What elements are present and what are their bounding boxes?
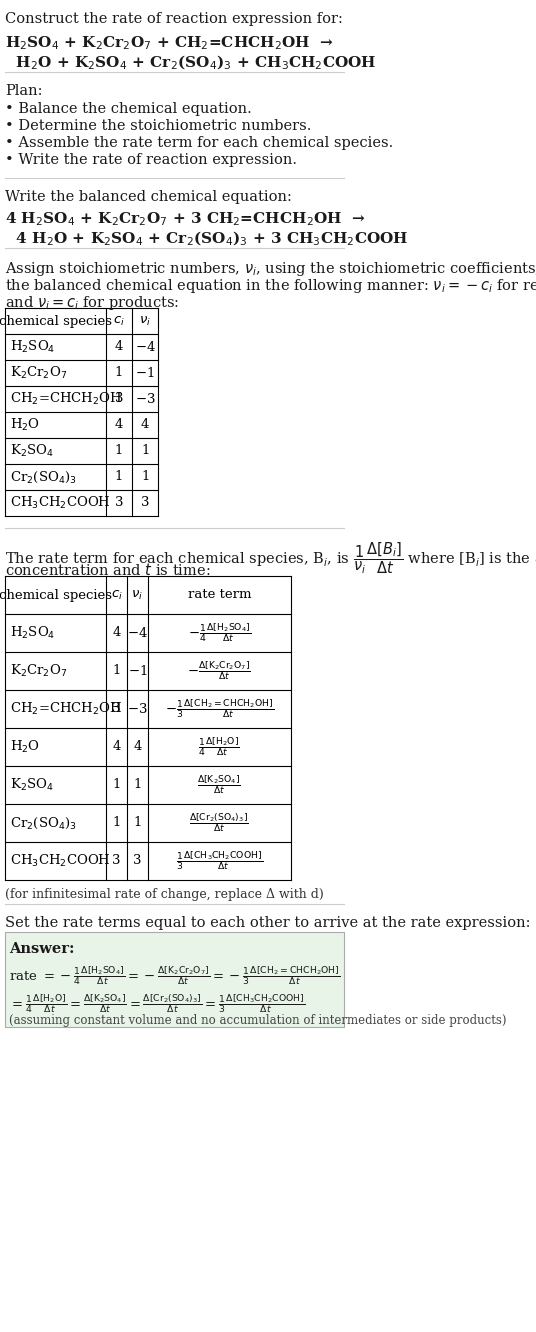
Text: Set the rate terms equal to each other to arrive at the rate expression:: Set the rate terms equal to each other t… (5, 916, 531, 930)
Text: 1: 1 (115, 470, 123, 484)
Text: $\frac{\Delta[\mathrm{Cr_2(SO_4)_3}]}{\Delta t}$: $\frac{\Delta[\mathrm{Cr_2(SO_4)_3}]}{\D… (190, 811, 249, 834)
Text: Construct the rate of reaction expression for:: Construct the rate of reaction expressio… (5, 12, 343, 27)
Text: H$_2$SO$_4$: H$_2$SO$_4$ (10, 338, 56, 356)
Text: $\nu_i$: $\nu_i$ (139, 314, 151, 328)
Text: $\nu_i$: $\nu_i$ (131, 589, 143, 602)
Text: • Balance the chemical equation.: • Balance the chemical equation. (5, 103, 252, 116)
Text: H$_2$O + K$_2$SO$_4$ + Cr$_2$(SO$_4$)$_3$ + CH$_3$CH$_2$COOH: H$_2$O + K$_2$SO$_4$ + Cr$_2$(SO$_4$)$_3… (5, 55, 377, 72)
Text: 1: 1 (141, 470, 150, 484)
Text: $-\frac{\Delta[\mathrm{K_2Cr_2O_7}]}{\Delta t}$: $-\frac{\Delta[\mathrm{K_2Cr_2O_7}]}{\De… (188, 659, 251, 682)
Text: H$_2$SO$_4$ + K$_2$Cr$_2$O$_7$ + CH$_2$=CHCH$_2$OH  →: H$_2$SO$_4$ + K$_2$Cr$_2$O$_7$ + CH$_2$=… (5, 35, 334, 52)
Text: K$_2$SO$_4$: K$_2$SO$_4$ (10, 444, 54, 460)
Text: (for infinitesimal rate of change, replace Δ with d): (for infinitesimal rate of change, repla… (5, 888, 324, 900)
Text: $-\frac{1}{3}\frac{\Delta[\mathrm{CH_2{=}CHCH_2OH}]}{\Delta t}$: $-\frac{1}{3}\frac{\Delta[\mathrm{CH_2{=… (165, 698, 274, 721)
Text: Cr$_2$(SO$_4$)$_3$: Cr$_2$(SO$_4$)$_3$ (10, 469, 77, 485)
Text: K$_2$SO$_4$: K$_2$SO$_4$ (10, 777, 54, 793)
Text: $c_i$: $c_i$ (113, 314, 125, 328)
Text: chemical species: chemical species (0, 314, 112, 328)
Text: $-$3: $-$3 (127, 702, 147, 717)
Text: H$_2$SO$_4$: H$_2$SO$_4$ (10, 625, 56, 641)
Text: 4 H$_2$SO$_4$ + K$_2$Cr$_2$O$_7$ + 3 CH$_2$=CHCH$_2$OH  →: 4 H$_2$SO$_4$ + K$_2$Cr$_2$O$_7$ + 3 CH$… (5, 210, 366, 228)
Text: Write the balanced chemical equation:: Write the balanced chemical equation: (5, 190, 292, 204)
Text: The rate term for each chemical species, B$_i$, is $\dfrac{1}{\nu_i}\dfrac{\Delt: The rate term for each chemical species,… (5, 539, 536, 575)
Text: $-$4: $-$4 (135, 340, 155, 354)
Text: Cr$_2$(SO$_4$)$_3$: Cr$_2$(SO$_4$)$_3$ (10, 815, 77, 831)
Text: 4: 4 (113, 626, 121, 639)
Text: 1: 1 (113, 778, 121, 791)
Text: 1: 1 (133, 817, 142, 830)
Text: $-$3: $-$3 (135, 392, 155, 406)
Text: 4: 4 (115, 418, 123, 432)
Text: 3: 3 (115, 393, 123, 405)
Text: 1: 1 (133, 778, 142, 791)
Text: concentration and $t$ is time:: concentration and $t$ is time: (5, 562, 211, 578)
Text: rate term: rate term (188, 589, 251, 602)
Text: 3: 3 (115, 497, 123, 510)
Text: rate $= -\frac{1}{4}\frac{\Delta[\mathrm{H_2SO_4}]}{\Delta t} = -\frac{\Delta[\m: rate $= -\frac{1}{4}\frac{\Delta[\mathrm… (9, 964, 340, 987)
Text: CH$_3$CH$_2$COOH: CH$_3$CH$_2$COOH (10, 852, 111, 868)
Text: H$_2$O: H$_2$O (10, 739, 40, 755)
Text: $\frac{1}{3}\frac{\Delta[\mathrm{CH_3CH_2COOH}]}{\Delta t}$: $\frac{1}{3}\frac{\Delta[\mathrm{CH_3CH_… (176, 850, 263, 872)
Text: CH$_2$=CHCH$_2$OH: CH$_2$=CHCH$_2$OH (10, 701, 123, 717)
Text: Assign stoichiometric numbers, $\nu_i$, using the stoichiometric coefficients, $: Assign stoichiometric numbers, $\nu_i$, … (5, 260, 536, 278)
Text: $-\frac{1}{4}\frac{\Delta[\mathrm{H_2SO_4}]}{\Delta t}$: $-\frac{1}{4}\frac{\Delta[\mathrm{H_2SO_… (188, 622, 251, 645)
Text: chemical species: chemical species (0, 589, 112, 602)
Text: K$_2$Cr$_2$O$_7$: K$_2$Cr$_2$O$_7$ (10, 663, 68, 679)
Text: 4: 4 (133, 741, 142, 754)
Text: CH$_3$CH$_2$COOH: CH$_3$CH$_2$COOH (10, 496, 111, 511)
Text: $= \frac{1}{4}\frac{\Delta[\mathrm{H_2O}]}{\Delta t} = \frac{\Delta[\mathrm{K_2S: $= \frac{1}{4}\frac{\Delta[\mathrm{H_2O}… (9, 992, 306, 1015)
Text: CH$_2$=CHCH$_2$OH: CH$_2$=CHCH$_2$OH (10, 392, 123, 408)
Text: 1: 1 (113, 817, 121, 830)
Text: $-$1: $-$1 (128, 663, 147, 678)
Text: $-$1: $-$1 (136, 366, 155, 380)
Text: 4: 4 (141, 418, 150, 432)
Text: Plan:: Plan: (5, 84, 43, 99)
Text: (assuming constant volume and no accumulation of intermediates or side products): (assuming constant volume and no accumul… (9, 1014, 507, 1027)
Text: 1: 1 (115, 445, 123, 457)
Text: 1: 1 (141, 445, 150, 457)
Text: and $\nu_i = c_i$ for products:: and $\nu_i = c_i$ for products: (5, 294, 180, 312)
Text: $\frac{1}{4}\frac{\Delta[\mathrm{H_2O}]}{\Delta t}$: $\frac{1}{4}\frac{\Delta[\mathrm{H_2O}]}… (198, 735, 240, 758)
Text: Answer:: Answer: (9, 942, 75, 956)
Text: H$_2$O: H$_2$O (10, 417, 40, 433)
Text: 4: 4 (113, 741, 121, 754)
Text: • Assemble the rate term for each chemical species.: • Assemble the rate term for each chemic… (5, 136, 393, 151)
Text: 1: 1 (115, 366, 123, 380)
Text: 3: 3 (141, 497, 150, 510)
Text: $\frac{\Delta[\mathrm{K_2SO_4}]}{\Delta t}$: $\frac{\Delta[\mathrm{K_2SO_4}]}{\Delta … (197, 774, 241, 797)
Text: 1: 1 (113, 665, 121, 678)
Text: 3: 3 (112, 855, 121, 867)
Text: K$_2$Cr$_2$O$_7$: K$_2$Cr$_2$O$_7$ (10, 365, 68, 381)
Text: 3: 3 (112, 702, 121, 715)
FancyBboxPatch shape (5, 932, 344, 1027)
Text: 4: 4 (115, 341, 123, 353)
Text: 3: 3 (133, 855, 142, 867)
Text: $-$4: $-$4 (127, 626, 148, 639)
Text: • Write the rate of reaction expression.: • Write the rate of reaction expression. (5, 153, 297, 166)
Text: the balanced chemical equation in the following manner: $\nu_i = -c_i$ for react: the balanced chemical equation in the fo… (5, 277, 536, 294)
Text: 4 H$_2$O + K$_2$SO$_4$ + Cr$_2$(SO$_4$)$_3$ + 3 CH$_3$CH$_2$COOH: 4 H$_2$O + K$_2$SO$_4$ + Cr$_2$(SO$_4$)$… (5, 230, 408, 248)
Text: $c_i$: $c_i$ (110, 589, 122, 602)
Text: • Determine the stoichiometric numbers.: • Determine the stoichiometric numbers. (5, 119, 311, 133)
